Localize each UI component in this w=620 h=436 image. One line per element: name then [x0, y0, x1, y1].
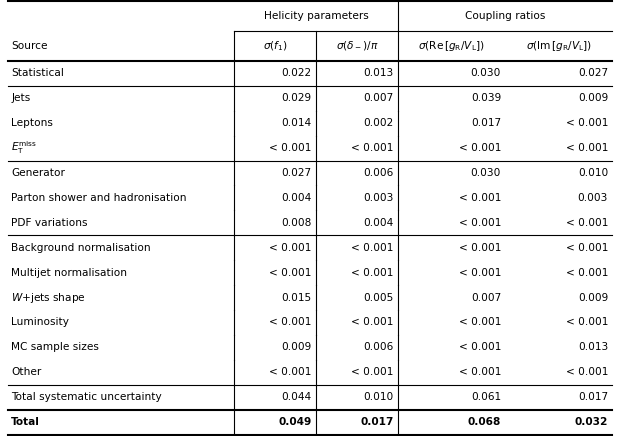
Text: 0.008: 0.008 [281, 218, 312, 228]
Text: 0.030: 0.030 [471, 68, 501, 78]
Text: 0.029: 0.029 [281, 93, 312, 103]
Text: < 0.001: < 0.001 [351, 317, 393, 327]
Text: Leptons: Leptons [11, 118, 53, 128]
Text: 0.003: 0.003 [578, 193, 608, 203]
Text: Total: Total [11, 417, 40, 427]
Text: 0.013: 0.013 [363, 68, 393, 78]
Text: 0.068: 0.068 [467, 417, 501, 427]
Text: 0.003: 0.003 [363, 193, 393, 203]
Text: 0.006: 0.006 [363, 168, 393, 178]
Text: Background normalisation: Background normalisation [11, 243, 151, 253]
Text: < 0.001: < 0.001 [351, 143, 393, 153]
Text: 0.007: 0.007 [363, 93, 393, 103]
Text: 0.039: 0.039 [471, 93, 501, 103]
Text: < 0.001: < 0.001 [459, 268, 501, 278]
Text: $W$+jets shape: $W$+jets shape [11, 290, 86, 305]
Text: 0.004: 0.004 [281, 193, 312, 203]
Text: < 0.001: < 0.001 [351, 367, 393, 377]
Text: < 0.001: < 0.001 [565, 367, 608, 377]
Text: 0.030: 0.030 [471, 168, 501, 178]
Text: 0.002: 0.002 [363, 118, 393, 128]
Text: < 0.001: < 0.001 [459, 367, 501, 377]
Text: $\sigma(f_1)$: $\sigma(f_1)$ [263, 39, 288, 53]
Text: 0.022: 0.022 [281, 68, 312, 78]
Text: PDF variations: PDF variations [11, 218, 88, 228]
Text: < 0.001: < 0.001 [459, 342, 501, 352]
Text: < 0.001: < 0.001 [565, 268, 608, 278]
Text: 0.017: 0.017 [360, 417, 393, 427]
Text: 0.027: 0.027 [281, 168, 312, 178]
Text: 0.015: 0.015 [281, 293, 312, 303]
Text: < 0.001: < 0.001 [269, 143, 312, 153]
Text: < 0.001: < 0.001 [565, 143, 608, 153]
Text: Total systematic uncertainty: Total systematic uncertainty [11, 392, 162, 402]
Text: 0.027: 0.027 [578, 68, 608, 78]
Text: Coupling ratios: Coupling ratios [465, 11, 545, 21]
Text: 0.004: 0.004 [363, 218, 393, 228]
Text: < 0.001: < 0.001 [459, 218, 501, 228]
Text: 0.014: 0.014 [281, 118, 312, 128]
Text: Source: Source [11, 41, 48, 51]
Text: < 0.001: < 0.001 [269, 268, 312, 278]
Text: 0.009: 0.009 [578, 93, 608, 103]
Text: Jets: Jets [11, 93, 30, 103]
Text: 0.061: 0.061 [471, 392, 501, 402]
Text: 0.006: 0.006 [363, 342, 393, 352]
Text: < 0.001: < 0.001 [269, 243, 312, 253]
Text: Luminosity: Luminosity [11, 317, 69, 327]
Text: 0.032: 0.032 [575, 417, 608, 427]
Text: < 0.001: < 0.001 [459, 193, 501, 203]
Text: 0.009: 0.009 [281, 342, 312, 352]
Text: < 0.001: < 0.001 [565, 317, 608, 327]
Text: < 0.001: < 0.001 [565, 243, 608, 253]
Text: 0.005: 0.005 [363, 293, 393, 303]
Text: 0.017: 0.017 [471, 118, 501, 128]
Text: < 0.001: < 0.001 [565, 118, 608, 128]
Text: < 0.001: < 0.001 [459, 317, 501, 327]
Text: MC sample sizes: MC sample sizes [11, 342, 99, 352]
Text: Other: Other [11, 367, 42, 377]
Text: 0.044: 0.044 [281, 392, 312, 402]
Text: 0.007: 0.007 [471, 293, 501, 303]
Text: < 0.001: < 0.001 [269, 317, 312, 327]
Text: < 0.001: < 0.001 [269, 367, 312, 377]
Text: < 0.001: < 0.001 [459, 143, 501, 153]
Text: $E_{\mathrm{T}}^{\mathrm{miss}}$: $E_{\mathrm{T}}^{\mathrm{miss}}$ [11, 140, 37, 157]
Text: < 0.001: < 0.001 [565, 218, 608, 228]
Text: Generator: Generator [11, 168, 65, 178]
Text: $\sigma(\mathrm{Re}\,[g_{\mathrm{R}}/V_{\mathrm{L}}])$: $\sigma(\mathrm{Re}\,[g_{\mathrm{R}}/V_{… [418, 39, 485, 53]
Text: Statistical: Statistical [11, 68, 64, 78]
Text: Multijet normalisation: Multijet normalisation [11, 268, 127, 278]
Text: 0.010: 0.010 [578, 168, 608, 178]
Text: $\sigma(\delta_-)/\pi$: $\sigma(\delta_-)/\pi$ [335, 40, 378, 52]
Text: < 0.001: < 0.001 [459, 243, 501, 253]
Text: < 0.001: < 0.001 [351, 268, 393, 278]
Text: 0.009: 0.009 [578, 293, 608, 303]
Text: 0.010: 0.010 [363, 392, 393, 402]
Text: 0.049: 0.049 [278, 417, 312, 427]
Text: < 0.001: < 0.001 [351, 243, 393, 253]
Text: $\sigma(\mathrm{Im}\,[g_{\mathrm{R}}/V_{\mathrm{L}}])$: $\sigma(\mathrm{Im}\,[g_{\mathrm{R}}/V_{… [526, 39, 592, 53]
Text: 0.013: 0.013 [578, 342, 608, 352]
Text: Parton shower and hadronisation: Parton shower and hadronisation [11, 193, 187, 203]
Text: 0.017: 0.017 [578, 392, 608, 402]
Text: Helicity parameters: Helicity parameters [264, 11, 368, 21]
